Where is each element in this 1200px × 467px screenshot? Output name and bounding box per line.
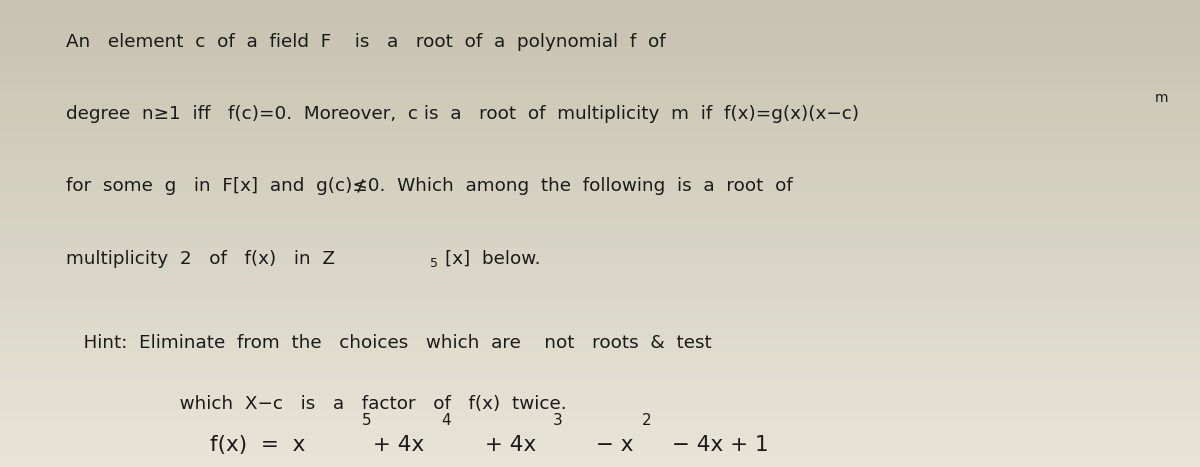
Text: + 4x: + 4x (478, 435, 536, 455)
Text: An   element  c  of  a  field  F    is   a   root  of  a  polynomial  f  of: An element c of a field F is a root of a… (66, 33, 666, 51)
Text: + 4x: + 4x (366, 435, 425, 455)
Text: − x: − x (589, 435, 634, 455)
Text: degree  n≥1  iff   f(c)=0.  Moreover,  c is  a   root  of  multiplicity  m  if  : degree n≥1 iff f(c)=0. Moreover, c is a … (66, 105, 859, 123)
Text: for  some  g   in  F[x]  and  g(c)≰0.  Which  among  the  following  is  a  root: for some g in F[x] and g(c)≰0. Which amo… (66, 177, 793, 196)
Text: m: m (1154, 91, 1168, 105)
Text: which  X−c   is   a   factor   of   f(x)  twice.: which X−c is a factor of f(x) twice. (162, 395, 566, 413)
Text: multiplicity  2   of   f(x)   in  Z: multiplicity 2 of f(x) in Z (66, 250, 335, 268)
Text: 2: 2 (642, 413, 652, 428)
Text: 5: 5 (362, 413, 372, 428)
Text: Hint:  Eliminate  from  the   choices   which  are    not   roots  &  test: Hint: Eliminate from the choices which a… (66, 334, 712, 352)
Text: − 4x + 1: − 4x + 1 (665, 435, 768, 455)
Text: 3: 3 (553, 413, 563, 428)
Text: [x]  below.: [x] below. (445, 250, 541, 268)
Text: 4: 4 (442, 413, 451, 428)
Text: f(x)  =  x: f(x) = x (210, 435, 305, 455)
Text: 5: 5 (430, 257, 438, 270)
